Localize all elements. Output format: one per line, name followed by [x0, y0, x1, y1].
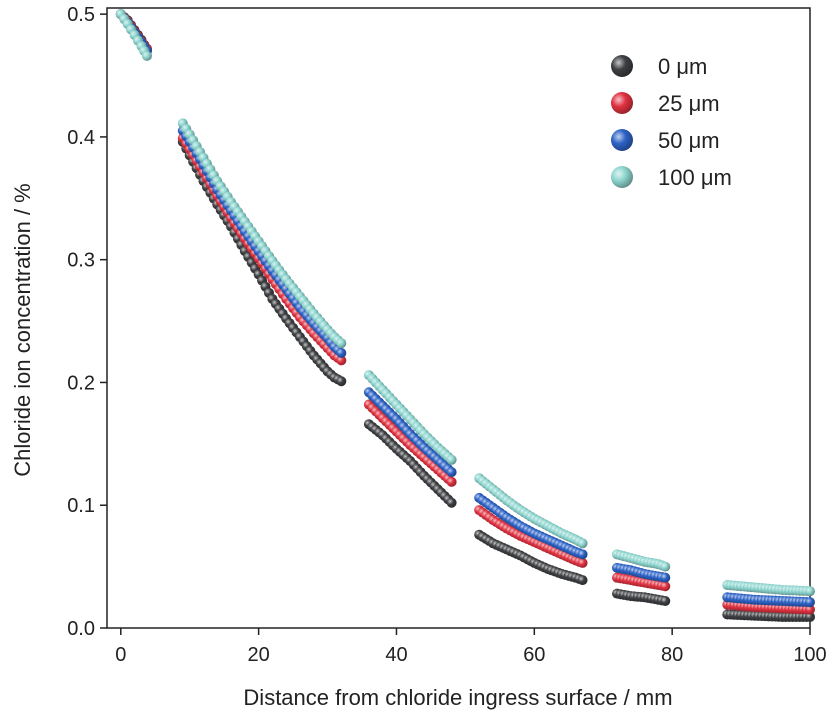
y-tick-label: 0.1 — [67, 495, 95, 517]
legend-item: 100 μm — [611, 165, 732, 190]
x-tick-label: 40 — [385, 644, 407, 666]
data-point — [446, 454, 457, 465]
data-point — [336, 338, 347, 349]
y-tick-label: 0.5 — [67, 4, 95, 26]
legend-label: 25 μm — [658, 91, 720, 116]
x-axis-title: Distance from chloride ingress surface /… — [243, 685, 672, 710]
plot-frame — [106, 7, 811, 629]
series-3 — [115, 9, 815, 597]
data-point — [336, 355, 347, 366]
data-point — [336, 376, 347, 387]
data-point — [805, 604, 815, 615]
data-point — [660, 581, 671, 592]
data-point — [660, 572, 671, 583]
data-point — [336, 347, 347, 358]
legend-marker — [611, 92, 633, 114]
data-point — [577, 557, 588, 568]
data-point — [805, 586, 815, 597]
x-tick-label: 100 — [793, 644, 826, 666]
data-point — [446, 476, 457, 487]
y-tick-label: 0.2 — [67, 372, 95, 394]
y-tick-label: 0.3 — [67, 250, 95, 272]
legend-label: 0 μm — [658, 54, 707, 79]
y-axis-title: Chloride ion concentration / % — [10, 183, 35, 477]
y-tick-label: 0.4 — [67, 127, 95, 149]
data-point — [805, 611, 815, 622]
legend-marker — [611, 129, 633, 151]
x-tick-label: 20 — [248, 644, 270, 666]
data-points — [115, 9, 815, 622]
data-point — [660, 595, 671, 606]
legend-item: 25 μm — [611, 91, 720, 116]
data-point — [577, 538, 588, 549]
x-tick-label: 60 — [523, 644, 545, 666]
legend-marker — [611, 55, 633, 77]
legend: 0 μm 25 μm 50 μm 100 μm — [611, 54, 732, 190]
legend-label: 100 μm — [658, 165, 732, 190]
legend-marker — [611, 166, 633, 188]
x-tick-label: 0 — [115, 644, 126, 666]
y-axis-ticks: 0.0 0.1 0.2 0.3 0.4 0.5 — [67, 4, 107, 640]
data-point — [660, 561, 671, 572]
data-point — [141, 50, 152, 61]
data-point — [446, 497, 457, 508]
data-point — [805, 597, 815, 608]
data-point — [577, 549, 588, 560]
legend-item: 50 μm — [611, 128, 720, 153]
legend-label: 50 μm — [658, 128, 720, 153]
data-point — [446, 467, 457, 478]
legend-item: 0 μm — [611, 54, 707, 79]
y-tick-label: 0.0 — [67, 618, 95, 640]
x-axis-ticks: 0 20 40 60 80 100 — [115, 628, 827, 666]
x-tick-label: 80 — [661, 644, 683, 666]
data-point — [577, 575, 588, 586]
plot-area: 0 20 40 60 80 100 0.0 0.1 0.2 0.3 0.4 0.5 — [67, 4, 827, 666]
